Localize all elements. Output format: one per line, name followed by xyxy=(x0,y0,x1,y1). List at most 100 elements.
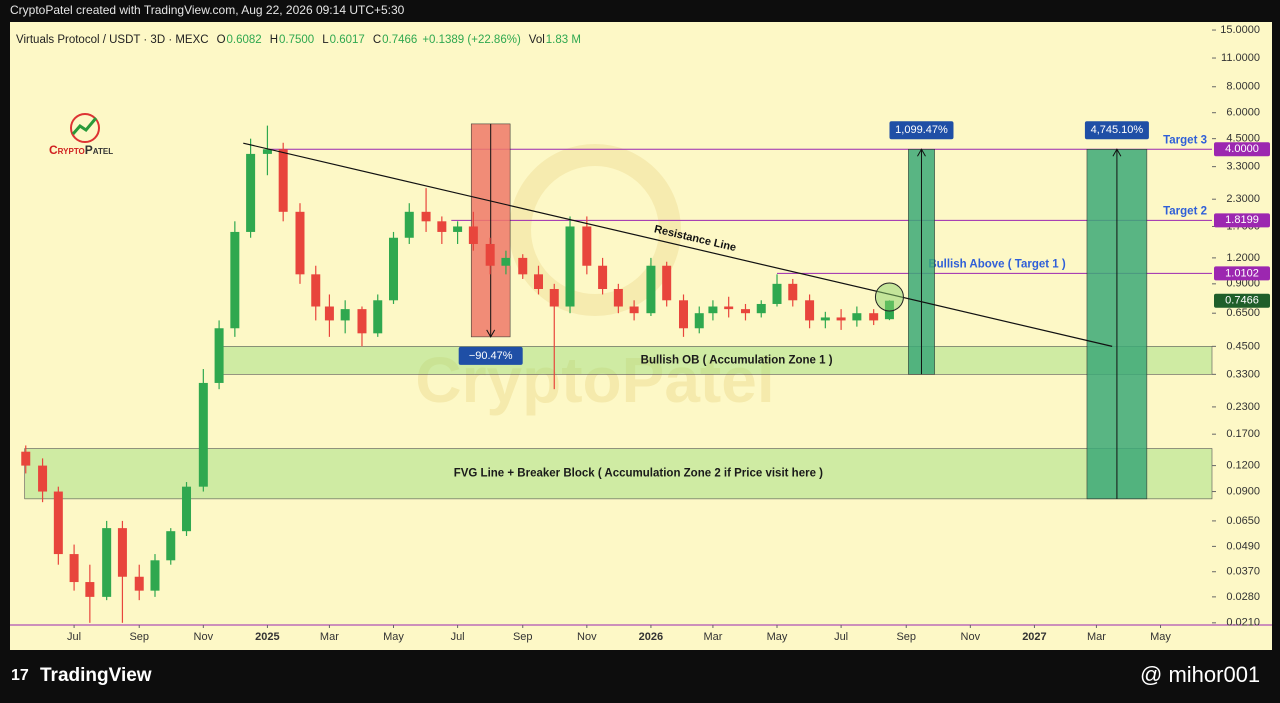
symbol: Virtuals Protocol / USDT · 3D · MEXC xyxy=(16,34,209,46)
candle-body xyxy=(598,265,608,289)
candle-body xyxy=(678,300,688,329)
price-label-box xyxy=(1214,293,1270,308)
candle-body xyxy=(613,288,623,307)
x-tick-label: May xyxy=(767,631,788,643)
logo-icon xyxy=(70,113,100,143)
arrow-head xyxy=(917,148,926,157)
x-tick-label: Sep xyxy=(129,631,149,643)
candle-body xyxy=(21,451,31,466)
candle-body xyxy=(117,528,127,577)
candle-body xyxy=(485,243,495,266)
zone-label: Bullish OB ( Accumulation Zone 1 ) xyxy=(641,354,833,366)
measure-label: −90.47% xyxy=(469,350,513,362)
candle-body xyxy=(836,317,846,321)
y-tick-label: 0.0280 xyxy=(1226,591,1260,603)
logo: CryptoPatel xyxy=(49,113,113,157)
candle-body xyxy=(134,576,144,591)
candle-body xyxy=(820,317,830,321)
candle-body xyxy=(182,486,192,532)
arrow-head xyxy=(1112,148,1122,157)
y-tick-label: 2.3000 xyxy=(1226,193,1260,205)
price-label: 1.8199 xyxy=(1225,214,1259,226)
candle-body xyxy=(772,283,782,304)
x-tick-label: 2027 xyxy=(1022,631,1046,643)
x-tick-label: Nov xyxy=(577,631,597,643)
candle-body xyxy=(662,265,672,301)
ohlc-label: H xyxy=(270,34,278,46)
chart-background xyxy=(10,22,1272,650)
candle-body xyxy=(373,300,383,334)
candle-body xyxy=(38,465,48,492)
ohlc-label: C xyxy=(373,34,381,46)
x-tick-label: Mar xyxy=(320,631,339,643)
candle-body xyxy=(311,274,321,307)
price-label-box xyxy=(1214,142,1270,157)
candle-body xyxy=(756,303,766,314)
x-tick-label: Nov xyxy=(194,631,214,643)
x-tick-label: Sep xyxy=(513,631,533,643)
candle-body xyxy=(357,309,367,334)
candle-body xyxy=(166,531,176,561)
plot: Bullish OB ( Accumulation Zone 1 ) FVG Li… xyxy=(21,121,1213,623)
measure-label-box xyxy=(889,121,954,140)
watermark-icon xyxy=(509,144,681,316)
candle-body xyxy=(421,211,431,222)
price-label-box xyxy=(1214,266,1270,281)
level-name: Target 2 xyxy=(1163,205,1207,217)
candle-body xyxy=(214,328,224,383)
volume: 1.83 M xyxy=(546,34,581,46)
candle-body xyxy=(468,226,478,244)
candle-body xyxy=(805,300,815,321)
candle-body xyxy=(629,306,639,314)
highlight-circle xyxy=(874,282,904,312)
y-tick-label: 0.0370 xyxy=(1226,566,1260,578)
candle-body xyxy=(708,306,718,314)
candle-body xyxy=(53,491,63,555)
y-tick-label: 0.1700 xyxy=(1226,428,1260,440)
x-tick-label: Jul xyxy=(834,631,848,643)
y-tick-label: 11.0000 xyxy=(1221,52,1260,64)
candle-body xyxy=(85,582,95,597)
measure-label-box xyxy=(458,346,523,365)
candle-body xyxy=(518,257,528,275)
candle-body xyxy=(724,306,734,310)
ohlc-value: 0.6017 xyxy=(330,34,365,46)
candle-body xyxy=(437,221,447,232)
x-tick-label: Nov xyxy=(961,631,981,643)
candle-body xyxy=(69,554,79,583)
x-tick-label: Jul xyxy=(67,631,81,643)
candle-body xyxy=(295,211,305,275)
trendline xyxy=(243,142,1113,347)
price-label: 1.0102 xyxy=(1225,267,1259,279)
measure-label-box xyxy=(1084,121,1149,140)
candle-body xyxy=(404,211,414,238)
ohlc-value: 0.6082 xyxy=(227,34,262,46)
y-tick-label: 0.2300 xyxy=(1226,401,1260,413)
symbol-header: Virtuals Protocol / USDT · 3D · MEXC O0.6… xyxy=(16,34,581,46)
arrow-head xyxy=(486,329,496,338)
candle-body xyxy=(869,313,879,321)
candle-body xyxy=(646,265,656,314)
y-tick-label: 8.0000 xyxy=(1226,81,1260,93)
y-tick-label: 0.9000 xyxy=(1226,278,1260,290)
y-tick-label: 0.0650 xyxy=(1226,515,1260,527)
candle-body xyxy=(549,288,559,307)
candle-body xyxy=(788,283,798,301)
candle-body xyxy=(389,237,399,301)
y-tick-label: 0.0490 xyxy=(1226,540,1260,552)
zone xyxy=(24,448,1213,500)
candle-body xyxy=(565,226,575,307)
candle-body xyxy=(534,274,544,289)
candle-body xyxy=(852,313,862,321)
candle-body xyxy=(150,560,160,591)
price-label-box xyxy=(1214,213,1270,228)
y-tick-label: 1.2000 xyxy=(1226,252,1260,264)
x-tick-label: 2026 xyxy=(639,631,663,643)
price-label: 0.7466 xyxy=(1225,295,1259,307)
logo-text: CryptoPatel xyxy=(49,143,113,157)
y-tick-label: 0.3300 xyxy=(1226,368,1260,380)
candle-body xyxy=(582,226,592,266)
x-tick-label: Mar xyxy=(703,631,722,643)
